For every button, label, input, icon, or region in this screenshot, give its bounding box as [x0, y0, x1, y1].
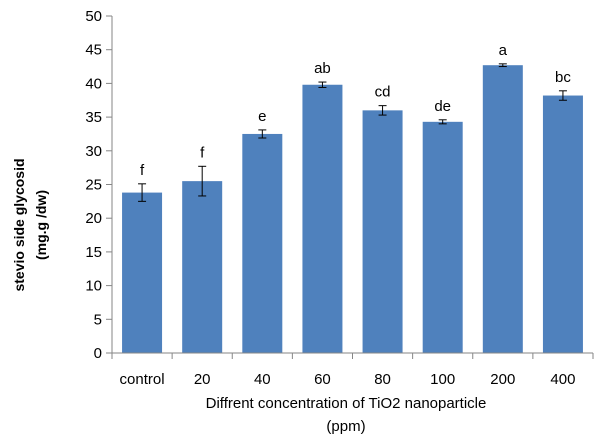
significance-label: a [499, 42, 508, 59]
y-tick-label: 20 [85, 210, 102, 227]
x-category-label: 60 [314, 371, 331, 388]
y-tick-label: 45 [85, 42, 102, 59]
y-tick-label: 0 [94, 345, 102, 362]
bar [122, 192, 163, 353]
significance-label: bc [555, 69, 571, 86]
y-tick-label: 40 [85, 75, 102, 92]
significance-label: ab [314, 60, 331, 77]
y-tick-label: 10 [85, 278, 102, 295]
y-axis-title-line2: (mg.g /dw) [33, 190, 49, 260]
y-axis-title-line1: stevio side glycosid [11, 158, 27, 291]
x-axis-title-line2: (ppm) [326, 418, 365, 435]
y-tick-label: 30 [85, 143, 102, 160]
significance-label: f [140, 162, 145, 179]
bar [362, 110, 403, 353]
y-tick-label: 15 [85, 244, 102, 261]
bar [242, 133, 283, 353]
x-category-label: 40 [254, 371, 271, 388]
bar [302, 84, 343, 354]
x-category-label: 200 [490, 371, 515, 388]
x-category-label: 100 [430, 371, 455, 388]
bar [182, 181, 223, 353]
x-category-label: 80 [374, 371, 391, 388]
bar [422, 121, 463, 354]
y-tick-label: 25 [85, 177, 102, 194]
y-axis-ticks: 0 5 10 15 20 25 30 35 40 45 50 [85, 8, 113, 362]
x-axis: control 20 40 60 80 100 200 400 [111, 352, 594, 388]
x-axis-title-line1: Diffrent concentration of TiO2 nanoparti… [206, 395, 487, 412]
significance-label: f [200, 144, 205, 161]
y-axis-title: stevio side glycosid (mg.g /dw) [11, 158, 49, 291]
significance-label: de [434, 98, 451, 115]
x-category-label: 400 [550, 371, 575, 388]
x-category-label: control [120, 371, 165, 388]
y-tick-label: 50 [85, 8, 102, 25]
y-tick-label: 5 [94, 311, 102, 328]
significance-label: e [258, 108, 266, 125]
significance-label: cd [375, 84, 391, 101]
y-tick-label: 35 [85, 109, 102, 126]
bar [482, 65, 523, 354]
x-category-label: 20 [194, 371, 211, 388]
bar [542, 95, 583, 354]
bars: f f e ab cd de a bc [122, 42, 583, 354]
